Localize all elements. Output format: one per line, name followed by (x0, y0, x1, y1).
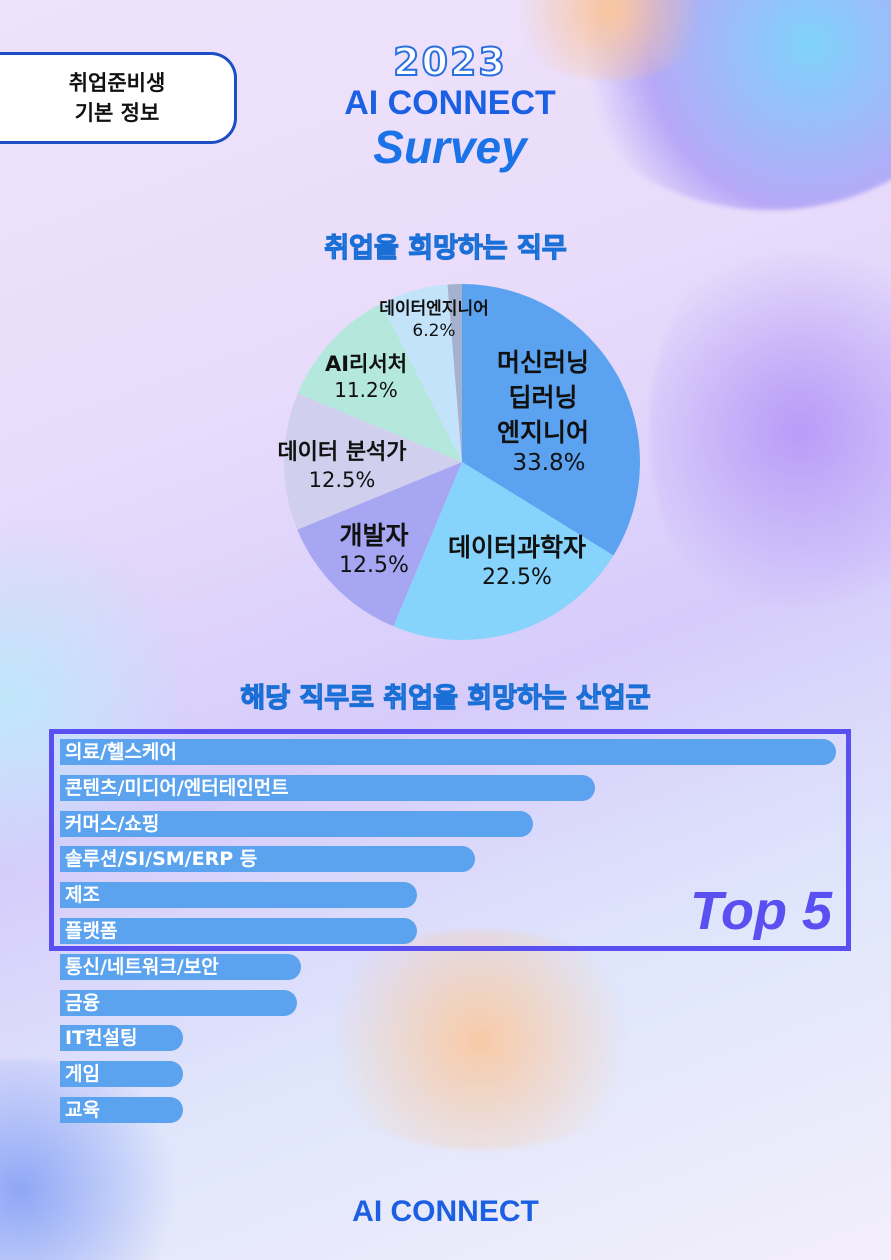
footer-brand: AI CONNECT (352, 1195, 539, 1228)
pie-slice-label: 데이터과학자 22.5% (397, 530, 637, 590)
pie-slice-label: 데이터엔지니어 6.2% (314, 298, 554, 341)
pie-slice (462, 284, 640, 556)
category-tag: 취업준비생 기본 정보 (0, 52, 237, 144)
pie-slice-name: 데이터 분석가 (277, 440, 407, 465)
pie-slice-name: 데이터엔지니어 (379, 299, 489, 319)
bar-item: 게임 (60, 1061, 183, 1087)
logo-brand: AI CONNECT (344, 84, 556, 122)
survey-logo: 2023 AI CONNECT Survey (300, 39, 600, 173)
pie-slice-label: 데이터 분석가 12.5% (222, 438, 462, 492)
pie-slice-label: 개발자 12.5% (254, 518, 494, 578)
pie-slice-value: 11.2% (334, 378, 398, 402)
pie-slice-value: 12.5% (339, 553, 409, 578)
bar-item: 제조 (60, 882, 417, 908)
pie-slice (297, 462, 462, 627)
top5-label: Top 5 (690, 881, 832, 941)
tag-line-1: 취업준비생 (68, 71, 166, 95)
bar-item: 솔루션/SI/SM/ERP 등 (60, 846, 475, 872)
pie-slice (297, 303, 462, 462)
bar-item: 교육 (60, 1097, 183, 1123)
bg-blob-right (650, 220, 891, 640)
pie-slice-name: 데이터과학자 (447, 533, 586, 562)
pie-slice-value: 6.2% (412, 321, 456, 341)
bg-blob-bottom-orange (300, 930, 660, 1150)
pie-slice (447, 284, 462, 462)
pie-slice-value: 12.5% (308, 468, 376, 492)
bar-item: IT컨설팅 (60, 1025, 183, 1051)
pie-slice-value: 22.5% (482, 565, 552, 590)
pie-slice-name: 개발자 (339, 521, 409, 550)
logo-survey: Survey (373, 121, 527, 173)
logo-year: 2023 (392, 39, 507, 85)
bar-chart-title: 해당 직무로 취업을 희망하는 산업군 (240, 682, 651, 714)
pie-slice-value: 33.8% (512, 450, 586, 476)
bar-item: 커머스/쇼핑 (60, 811, 533, 837)
bar-item: 통신/네트워크/보안 (60, 954, 301, 980)
bar-item: 의료/헬스케어 (60, 739, 836, 765)
pie-slice-name: AI리서처 (324, 352, 408, 376)
pie-slice (381, 284, 462, 462)
top5-highlight-box (49, 729, 851, 951)
pie-slice (284, 393, 462, 530)
bar-item: 콘텐츠/미디어/엔터테인먼트 (60, 775, 595, 801)
bar-item: 금융 (60, 990, 297, 1016)
pie-slice-label: 머신러닝 딥러닝 엔지니어 33.8% (423, 345, 663, 476)
tag-line-2: 기본 정보 (74, 101, 160, 125)
bar-item: 플랫폼 (60, 918, 417, 944)
pie-slice-name: 머신러닝 딥러닝 엔지니어 (496, 348, 589, 447)
pie-chart-title: 취업을 희망하는 직무 (324, 232, 568, 264)
pie-slice-label: AI리서처 11.2% (246, 350, 486, 402)
pie-slice (393, 462, 614, 641)
